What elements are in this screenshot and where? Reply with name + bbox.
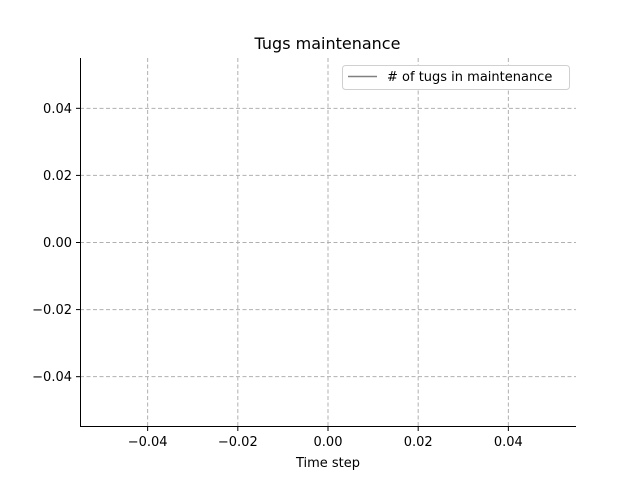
y-tick-label: −0.04 [32, 370, 72, 385]
y-ticks: 0.04 0.02 0.00 −0.02 −0.04 [32, 102, 80, 385]
y-tick-label: 0.00 [43, 236, 72, 251]
x-axis-label: Time step [295, 456, 360, 471]
legend-label: # of tugs in maintenance [387, 70, 552, 85]
y-tick-label: −0.02 [32, 303, 72, 318]
x-tick-label: 0.02 [404, 435, 433, 450]
y-tick-label: 0.02 [43, 169, 72, 184]
x-tick-label: 0.04 [494, 435, 523, 450]
y-tick-label: 0.04 [43, 102, 72, 117]
x-tick-label: −0.02 [218, 435, 258, 450]
x-tick-label: −0.04 [128, 435, 168, 450]
legend: # of tugs in maintenance [342, 65, 570, 90]
grid [80, 58, 576, 427]
chart-title: Tugs maintenance [254, 34, 401, 53]
x-ticks: −0.04 −0.02 0.00 0.02 0.04 [128, 427, 523, 450]
legend-box [342, 65, 570, 90]
x-tick-label: 0.00 [314, 435, 343, 450]
